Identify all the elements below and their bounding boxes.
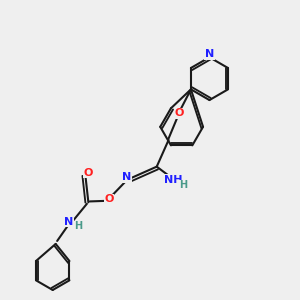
Text: N: N xyxy=(205,49,214,59)
Text: O: O xyxy=(84,168,93,178)
Text: H: H xyxy=(179,180,187,190)
Text: N: N xyxy=(64,217,74,226)
Text: NH: NH xyxy=(164,175,182,185)
Text: H: H xyxy=(74,221,82,231)
Text: O: O xyxy=(104,194,114,204)
Text: N: N xyxy=(122,172,132,182)
Text: O: O xyxy=(174,108,184,118)
